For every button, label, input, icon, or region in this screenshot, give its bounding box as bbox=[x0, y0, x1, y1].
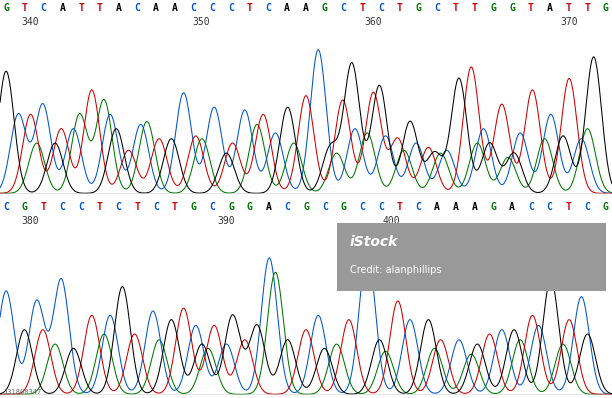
Text: T: T bbox=[135, 202, 140, 212]
Text: T: T bbox=[97, 3, 103, 13]
Text: T: T bbox=[247, 3, 253, 13]
Text: 380: 380 bbox=[21, 216, 39, 226]
Text: A: A bbox=[172, 3, 177, 13]
Text: C: C bbox=[135, 3, 140, 13]
Text: T: T bbox=[397, 3, 403, 13]
Text: C: C bbox=[285, 202, 290, 212]
Text: T: T bbox=[528, 3, 534, 13]
Text: T: T bbox=[78, 3, 84, 13]
Text: 400: 400 bbox=[382, 216, 400, 226]
Text: C: C bbox=[547, 202, 553, 212]
Text: T: T bbox=[565, 202, 572, 212]
Text: C: C bbox=[153, 202, 159, 212]
Text: G: G bbox=[490, 3, 496, 13]
Text: 370: 370 bbox=[560, 17, 578, 27]
Text: C: C bbox=[40, 3, 47, 13]
Text: C: C bbox=[378, 202, 384, 212]
Text: 350: 350 bbox=[193, 17, 211, 27]
Text: T: T bbox=[453, 3, 459, 13]
Text: T: T bbox=[22, 3, 28, 13]
Text: A: A bbox=[266, 202, 272, 212]
Text: G: G bbox=[190, 202, 196, 212]
Text: C: C bbox=[59, 202, 65, 212]
Text: Credit: alanphillips: Credit: alanphillips bbox=[350, 265, 442, 275]
Text: C: C bbox=[78, 202, 84, 212]
Text: T: T bbox=[97, 202, 103, 212]
Text: A: A bbox=[116, 3, 122, 13]
Text: 360: 360 bbox=[364, 17, 382, 27]
Text: C: C bbox=[3, 202, 9, 212]
Text: T: T bbox=[472, 3, 477, 13]
Text: A: A bbox=[59, 3, 65, 13]
Text: G: G bbox=[340, 202, 346, 212]
Text: G: G bbox=[3, 3, 9, 13]
Text: iStock: iStock bbox=[350, 235, 398, 249]
Text: G: G bbox=[603, 202, 609, 212]
Text: C: C bbox=[209, 3, 215, 13]
Text: A: A bbox=[435, 202, 440, 212]
Text: G: G bbox=[603, 3, 609, 13]
Text: C: C bbox=[228, 3, 234, 13]
Text: C: C bbox=[359, 202, 365, 212]
Text: C: C bbox=[378, 3, 384, 13]
Text: G: G bbox=[509, 3, 515, 13]
Text: G: G bbox=[416, 3, 422, 13]
Text: A: A bbox=[472, 202, 477, 212]
Text: G: G bbox=[228, 202, 234, 212]
Text: G: G bbox=[303, 202, 309, 212]
Text: 390: 390 bbox=[217, 216, 235, 226]
Text: G: G bbox=[322, 3, 327, 13]
Text: C: C bbox=[435, 3, 440, 13]
Text: T: T bbox=[359, 3, 365, 13]
Text: C: C bbox=[584, 202, 590, 212]
Text: A: A bbox=[453, 202, 459, 212]
Text: T: T bbox=[40, 202, 47, 212]
Text: 340: 340 bbox=[21, 17, 39, 27]
Text: G: G bbox=[490, 202, 496, 212]
Text: C: C bbox=[340, 3, 346, 13]
Text: 131800347: 131800347 bbox=[3, 389, 42, 395]
Text: C: C bbox=[209, 202, 215, 212]
Text: T: T bbox=[565, 3, 572, 13]
Text: C: C bbox=[190, 3, 196, 13]
Text: G: G bbox=[247, 202, 253, 212]
Text: A: A bbox=[153, 3, 159, 13]
Text: A: A bbox=[303, 3, 309, 13]
Text: G: G bbox=[22, 202, 28, 212]
Text: C: C bbox=[116, 202, 122, 212]
Text: T: T bbox=[397, 202, 403, 212]
Text: A: A bbox=[547, 3, 553, 13]
Text: T: T bbox=[584, 3, 590, 13]
Text: C: C bbox=[416, 202, 422, 212]
Text: A: A bbox=[285, 3, 290, 13]
Text: A: A bbox=[509, 202, 515, 212]
Text: C: C bbox=[266, 3, 272, 13]
Text: T: T bbox=[172, 202, 177, 212]
Text: C: C bbox=[528, 202, 534, 212]
Text: C: C bbox=[322, 202, 327, 212]
